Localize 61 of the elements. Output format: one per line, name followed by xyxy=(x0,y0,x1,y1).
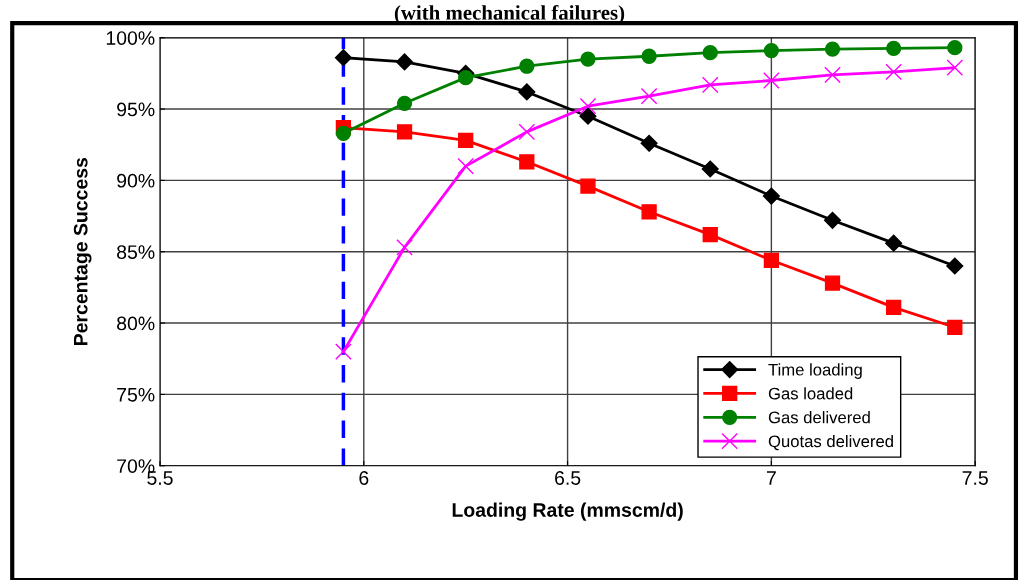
x-tick-label: 6 xyxy=(359,471,369,485)
point xyxy=(947,40,963,56)
x-tick-label: 5.5 xyxy=(147,471,173,485)
point xyxy=(640,134,658,152)
point xyxy=(701,76,719,94)
point xyxy=(335,343,352,360)
point xyxy=(457,157,475,175)
point xyxy=(763,42,780,59)
y-tick-label: 100% xyxy=(106,31,155,45)
point xyxy=(458,70,474,86)
point xyxy=(395,53,414,71)
point xyxy=(701,160,719,178)
point xyxy=(946,257,964,275)
legend-label: Time loading xyxy=(768,363,862,379)
point xyxy=(885,63,902,81)
point xyxy=(519,154,535,170)
point xyxy=(824,66,841,84)
y-tick-label: 75% xyxy=(117,387,155,402)
y-tick-label: 90% xyxy=(117,173,155,188)
point xyxy=(640,87,658,105)
point xyxy=(579,97,597,115)
point xyxy=(702,226,718,243)
y-tick-label: 80% xyxy=(117,316,155,331)
point xyxy=(641,48,657,64)
point xyxy=(824,275,841,291)
point xyxy=(518,123,536,141)
point xyxy=(580,178,596,194)
point xyxy=(946,59,964,76)
point xyxy=(580,51,596,67)
legend-label: Gas delivered xyxy=(768,411,870,424)
x-tick-label: 6.5 xyxy=(555,471,581,485)
point xyxy=(885,234,903,252)
point xyxy=(763,252,780,268)
point xyxy=(335,125,352,141)
point xyxy=(702,45,718,61)
point xyxy=(518,83,536,101)
point xyxy=(947,319,963,335)
point xyxy=(824,41,841,57)
point xyxy=(458,132,474,149)
chart-title: (with mechanical failures) xyxy=(394,4,625,25)
y-tick-label: 85% xyxy=(117,245,155,259)
point xyxy=(763,72,780,89)
point xyxy=(334,49,352,67)
point xyxy=(396,124,413,140)
x-tick-label: 7.5 xyxy=(962,471,988,485)
point xyxy=(641,204,657,220)
point xyxy=(762,187,780,205)
point xyxy=(823,211,842,229)
point xyxy=(396,95,413,111)
point xyxy=(579,107,597,125)
y-axis-title: Percentage Success xyxy=(73,157,92,345)
x-axis-title: Loading Rate (mmscm/d) xyxy=(452,502,683,521)
point xyxy=(886,299,902,316)
legend-label: Quotas delivered xyxy=(768,434,893,451)
x-tick-label: 7 xyxy=(766,471,776,485)
y-tick-label: 70% xyxy=(117,459,155,473)
point xyxy=(886,40,902,57)
y-tick-label: 95% xyxy=(117,102,155,117)
point xyxy=(519,58,535,74)
point xyxy=(396,239,413,256)
legend-label: Gas loaded xyxy=(768,387,853,400)
